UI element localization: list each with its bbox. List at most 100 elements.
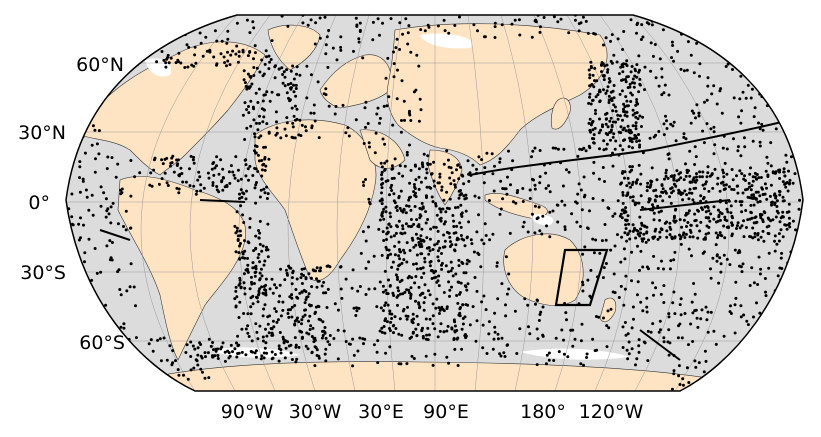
station-dot bbox=[77, 222, 81, 226]
station-dot bbox=[270, 327, 274, 331]
station-dot bbox=[461, 174, 465, 178]
station-dot bbox=[450, 327, 454, 331]
station-dot bbox=[659, 292, 663, 296]
station-dot bbox=[606, 206, 610, 210]
station-dot bbox=[286, 83, 290, 86]
station-dot bbox=[664, 168, 668, 172]
station-dot bbox=[705, 318, 709, 322]
station-dot bbox=[596, 93, 600, 97]
station-dot bbox=[635, 23, 639, 27]
station-dot bbox=[151, 349, 155, 353]
station-dot bbox=[213, 166, 217, 170]
station-dot bbox=[701, 208, 704, 211]
station-dot bbox=[491, 172, 495, 176]
station-dot bbox=[616, 117, 620, 121]
station-dot bbox=[238, 282, 242, 285]
station-dot bbox=[730, 221, 734, 225]
station-dot bbox=[791, 219, 795, 223]
station-dot bbox=[755, 177, 759, 181]
station-dot bbox=[431, 314, 435, 318]
station-dot bbox=[252, 282, 256, 285]
station-dot bbox=[796, 34, 799, 38]
station-dot bbox=[759, 267, 763, 271]
station-dot bbox=[265, 55, 268, 59]
station-dot bbox=[634, 136, 638, 140]
station-dot bbox=[412, 245, 416, 249]
station-dot bbox=[388, 211, 392, 215]
station-dot bbox=[452, 179, 456, 183]
station-dot bbox=[199, 354, 203, 358]
station-dot bbox=[455, 294, 459, 297]
station-dot bbox=[697, 111, 701, 115]
station-dot bbox=[222, 55, 226, 59]
station-dot bbox=[590, 121, 594, 125]
station-dot bbox=[351, 337, 355, 341]
station-dot bbox=[372, 254, 376, 258]
station-dot bbox=[435, 213, 439, 217]
station-dot bbox=[750, 369, 754, 373]
station-dot bbox=[445, 206, 449, 210]
station-dot bbox=[93, 128, 97, 132]
station-dot bbox=[161, 41, 165, 45]
station-dot bbox=[551, 209, 555, 213]
station-dot bbox=[396, 68, 399, 72]
station-dot bbox=[281, 335, 285, 339]
station-dot bbox=[622, 126, 626, 130]
station-dot bbox=[563, 228, 567, 231]
station-dot bbox=[385, 320, 389, 324]
station-dot bbox=[419, 180, 423, 184]
station-dot bbox=[654, 76, 658, 80]
station-dot bbox=[120, 191, 124, 195]
station-dot bbox=[557, 350, 561, 354]
station-dot bbox=[473, 276, 477, 279]
station-dot bbox=[93, 170, 97, 174]
station-dot bbox=[391, 260, 395, 264]
station-dot bbox=[322, 291, 325, 295]
station-dot bbox=[67, 100, 71, 104]
station-dot bbox=[504, 187, 508, 191]
station-dot bbox=[76, 41, 80, 45]
station-dot bbox=[312, 103, 316, 107]
station-dot bbox=[492, 337, 496, 341]
station-dot bbox=[683, 312, 687, 315]
station-dot bbox=[193, 53, 197, 57]
station-dot bbox=[118, 288, 122, 291]
station-dot bbox=[232, 173, 236, 177]
station-dot bbox=[777, 239, 781, 243]
station-dot bbox=[301, 335, 304, 339]
station-dot bbox=[285, 121, 289, 125]
station-dot bbox=[301, 21, 305, 25]
station-dot bbox=[669, 259, 673, 263]
station-dot bbox=[690, 254, 693, 258]
station-dot bbox=[716, 219, 720, 223]
station-dot bbox=[753, 235, 757, 239]
station-dot bbox=[415, 253, 419, 257]
station-dot bbox=[128, 34, 132, 38]
station-dot bbox=[399, 362, 403, 366]
station-dot bbox=[460, 327, 464, 331]
station-dot bbox=[423, 283, 427, 287]
station-dot bbox=[784, 185, 788, 189]
station-dot bbox=[774, 22, 778, 26]
station-dot bbox=[384, 210, 388, 214]
station-dot bbox=[389, 252, 393, 256]
station-dot bbox=[455, 168, 458, 172]
station-dot bbox=[733, 248, 737, 252]
station-dot bbox=[304, 298, 308, 302]
land-greenland bbox=[267, 24, 321, 71]
station-dot bbox=[447, 280, 451, 284]
station-dot bbox=[355, 23, 359, 27]
station-dot bbox=[366, 122, 370, 125]
station-dot bbox=[773, 83, 777, 87]
station-dot bbox=[145, 36, 149, 40]
station-dot bbox=[565, 168, 568, 172]
station-dot bbox=[310, 335, 314, 338]
station-dot bbox=[422, 271, 426, 275]
station-dot bbox=[579, 21, 583, 25]
station-dot bbox=[163, 15, 167, 17]
station-dot bbox=[257, 236, 261, 240]
station-dot bbox=[521, 187, 525, 190]
station-dot bbox=[634, 363, 637, 367]
station-dot bbox=[169, 161, 173, 165]
station-dot bbox=[588, 117, 592, 121]
